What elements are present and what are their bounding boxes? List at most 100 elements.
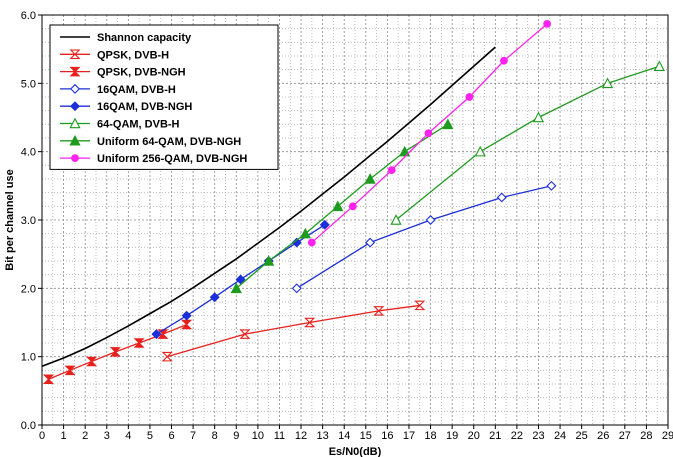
data-point bbox=[348, 202, 357, 211]
x-tick-label: 27 bbox=[619, 430, 631, 442]
series-2 bbox=[42, 319, 193, 384]
x-tick-label: 12 bbox=[295, 430, 307, 442]
data-point bbox=[465, 93, 474, 101]
legend: Shannon capacity QPSK, DVB-H QPSK, DVB-NGH… bbox=[49, 24, 279, 170]
x-tick-label: 16 bbox=[381, 430, 393, 442]
y-tick-label: 5.0 bbox=[21, 78, 36, 90]
data-point bbox=[390, 214, 402, 225]
x-axis-title: Es/N0(dB) bbox=[329, 446, 382, 457]
series-6 bbox=[230, 118, 454, 294]
x-tick-label: 28 bbox=[640, 430, 652, 442]
y-tick-label: 2.0 bbox=[21, 283, 36, 295]
data-point bbox=[424, 129, 433, 138]
x-tick-label: 5 bbox=[147, 430, 153, 442]
data-point bbox=[500, 56, 508, 65]
data-point bbox=[546, 180, 557, 191]
data-point bbox=[263, 255, 275, 266]
data-point bbox=[209, 292, 220, 303]
x-tick-label: 0 bbox=[39, 430, 45, 442]
data-point bbox=[230, 282, 242, 294]
legend-item: QPSK, DVB-NGH bbox=[60, 67, 186, 79]
legend-item: Uniform 256-QAM, DVB-NGH bbox=[60, 153, 247, 165]
x-tick-label: 15 bbox=[360, 430, 372, 442]
legend-item: 16QAM, DVB-H bbox=[60, 84, 176, 96]
legend-label: 64-QAM, DVB-H bbox=[97, 119, 180, 131]
data-point bbox=[133, 338, 145, 348]
data-point bbox=[442, 118, 454, 130]
data-point bbox=[291, 283, 302, 294]
data-point bbox=[532, 111, 545, 123]
data-point bbox=[42, 374, 55, 384]
data-point bbox=[653, 60, 665, 71]
legend-label: QPSK, DVB-NGH bbox=[97, 67, 186, 79]
x-tick-label: 11 bbox=[274, 430, 285, 442]
data-point bbox=[299, 227, 311, 239]
data-point bbox=[425, 215, 436, 225]
legend-item: QPSK, DVB-H bbox=[60, 49, 169, 61]
data-point bbox=[291, 237, 302, 248]
data-point bbox=[543, 19, 552, 28]
y-axis-title: Bit per channel use bbox=[4, 169, 16, 270]
data-point bbox=[601, 77, 614, 89]
data-point bbox=[332, 200, 344, 212]
legend-swatch-marker bbox=[69, 66, 81, 77]
legend-swatch-marker bbox=[69, 49, 81, 60]
x-tick-label: 13 bbox=[316, 430, 328, 442]
x-tick-label: 17 bbox=[403, 430, 415, 442]
x-tick-label: 7 bbox=[190, 430, 196, 442]
x-tick-label: 25 bbox=[576, 430, 588, 442]
data-point bbox=[399, 145, 411, 157]
axes: 0 1 2 3 4 5 6 7 8 9 10 11 12 13 14 15 16 17 18 19 20 21 22 23 24… bbox=[4, 10, 673, 457]
x-tick-label: 1 bbox=[61, 430, 67, 442]
series-0 bbox=[41, 46, 496, 367]
series-group bbox=[41, 19, 665, 384]
data-point bbox=[414, 300, 426, 311]
data-point bbox=[161, 351, 173, 362]
legend-item: Uniform 64-QAM, DVB-NGH bbox=[60, 134, 241, 148]
legend-label: QPSK, DVB-H bbox=[97, 49, 169, 61]
data-point bbox=[319, 219, 330, 230]
legend-label: 16QAM, DVB-H bbox=[97, 84, 176, 96]
series-3 bbox=[291, 180, 557, 294]
series-line bbox=[41, 46, 496, 367]
x-tick-label: 26 bbox=[597, 430, 609, 442]
legend-swatch-marker bbox=[70, 83, 80, 94]
legend-label: Shannon capacity bbox=[97, 32, 192, 44]
series-7 bbox=[307, 19, 552, 247]
x-tick-label: 24 bbox=[554, 430, 566, 442]
legend-item: 64-QAM, DVB-H bbox=[60, 117, 180, 131]
x-tick-label: 20 bbox=[468, 430, 480, 442]
series-5 bbox=[390, 60, 665, 225]
data-point bbox=[151, 329, 162, 340]
x-tick-label: 21 bbox=[489, 430, 501, 442]
legend-swatch-marker bbox=[69, 117, 81, 129]
data-point bbox=[474, 145, 486, 157]
data-point bbox=[496, 192, 507, 203]
legend-item: 16QAM, DVB-NGH bbox=[60, 101, 192, 113]
data-point bbox=[181, 310, 192, 321]
y-tick-label: 1.0 bbox=[21, 352, 36, 364]
x-tick-label: 6 bbox=[168, 430, 174, 442]
legend-swatch-marker bbox=[71, 154, 79, 163]
y-tick-label: 6.0 bbox=[21, 10, 36, 22]
x-tick-label: 22 bbox=[511, 430, 523, 442]
x-tick-label: 9 bbox=[233, 430, 239, 442]
x-tick-label: 18 bbox=[424, 430, 436, 442]
data-point bbox=[64, 365, 76, 376]
data-point bbox=[235, 274, 246, 285]
legend-box bbox=[49, 24, 279, 170]
x-tick-label: 29 bbox=[662, 430, 673, 442]
x-tick-label: 14 bbox=[338, 430, 350, 442]
series-1 bbox=[161, 300, 426, 362]
x-tick-label: 2 bbox=[82, 430, 88, 442]
data-point bbox=[239, 329, 251, 339]
x-tick-label: 8 bbox=[212, 430, 218, 442]
legend-label: Uniform 256-QAM, DVB-NGH bbox=[97, 153, 247, 165]
data-point bbox=[364, 173, 376, 184]
data-point bbox=[304, 317, 316, 328]
data-point bbox=[86, 356, 98, 367]
legend-swatch-marker bbox=[70, 101, 80, 112]
data-point bbox=[365, 237, 376, 248]
